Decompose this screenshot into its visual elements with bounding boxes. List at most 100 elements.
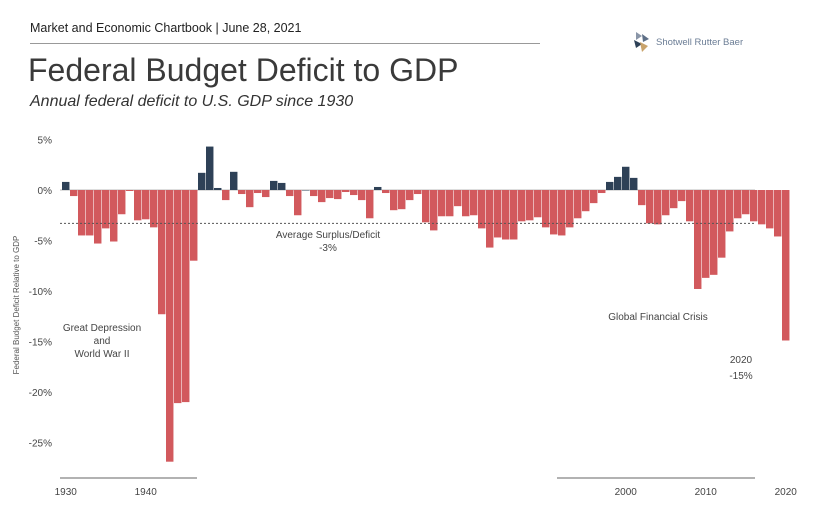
bar-1985: [502, 190, 510, 240]
bar-1967: [358, 190, 366, 201]
bar-1976: [430, 190, 438, 231]
x-tick-label: 1940: [135, 487, 158, 498]
bar-1932: [78, 190, 86, 236]
x-tick-label: 1930: [55, 487, 78, 498]
bar-1938: [126, 190, 134, 192]
gfc-label: Global Financial Crisis: [608, 312, 707, 323]
bar-1946: [190, 190, 198, 261]
bar-1952: [238, 190, 246, 195]
bar-1981: [470, 190, 478, 216]
last-year-label: 2020: [730, 355, 753, 366]
bar-1990: [542, 190, 550, 228]
bar-1943: [166, 190, 174, 462]
bar-2008: [686, 190, 694, 222]
bar-1974: [414, 190, 422, 195]
bar-1987: [518, 190, 526, 222]
bar-1930: [62, 181, 70, 190]
bar-2002: [638, 190, 646, 206]
depression-label-line1: Great Depression: [63, 323, 141, 334]
y-tick-label: -20%: [29, 388, 52, 399]
bar-1977: [438, 190, 446, 217]
depression-label-line3: World War II: [74, 349, 129, 360]
bar-1962: [318, 190, 326, 203]
bar-1936: [110, 190, 118, 242]
bar-1951: [230, 171, 238, 190]
bar-2000: [622, 166, 630, 190]
bar-2005: [662, 190, 670, 216]
bar-1986: [510, 190, 518, 240]
bar-1957: [278, 182, 286, 190]
bar-1979: [454, 190, 462, 207]
bar-1947: [198, 172, 206, 190]
bar-1958: [286, 190, 294, 197]
bar-2011: [710, 190, 718, 275]
bar-1964: [334, 190, 342, 200]
x-tick-label: 2010: [695, 487, 718, 498]
y-tick-label: 5%: [38, 136, 53, 147]
bar-2001: [630, 177, 638, 190]
bar-2007: [678, 190, 686, 202]
bar-2019: [774, 190, 782, 237]
bar-1937: [118, 190, 126, 215]
bar-1955: [262, 190, 270, 198]
bar-1982: [478, 190, 486, 229]
bar-2016: [750, 190, 758, 222]
y-axis-label: Federal Budget Deficit Relative to GDP: [12, 236, 21, 375]
bar-1996: [590, 190, 598, 204]
bar-1972: [398, 190, 406, 210]
bar-1975: [422, 190, 430, 223]
bar-1945: [182, 190, 190, 403]
bar-1949: [214, 187, 222, 190]
bar-2017: [758, 190, 766, 225]
bar-1973: [406, 190, 414, 201]
bar-2006: [670, 190, 678, 209]
bar-1968: [366, 190, 374, 219]
bar-2012: [718, 190, 726, 258]
chartbook-header: Market and Economic Chartbook | June 28,…: [30, 21, 302, 35]
bar-1991: [550, 190, 558, 235]
bar-1954: [254, 190, 262, 194]
bar-1984: [494, 190, 502, 238]
bar-1978: [446, 190, 454, 217]
bar-1948: [206, 146, 214, 190]
y-tick-label: -25%: [29, 439, 52, 450]
logo-text: Shotwell Rutter Baer: [656, 36, 744, 48]
bar-1970: [382, 190, 390, 194]
bar-1998: [606, 181, 614, 190]
bar-1960: [302, 190, 310, 191]
x-tick-label: 2020: [775, 487, 798, 498]
average-label-line1: Average Surplus/Deficit: [276, 230, 381, 241]
bar-1940: [142, 190, 150, 220]
bar-1941: [150, 190, 158, 228]
bar-1988: [526, 190, 534, 221]
bar-1965: [342, 190, 350, 193]
bar-1953: [246, 190, 254, 208]
bar-1992: [558, 190, 566, 236]
header-divider: [30, 43, 540, 44]
y-tick-label: -10%: [29, 287, 52, 298]
bar-1963: [326, 190, 334, 199]
bar-1971: [390, 190, 398, 211]
bar-2015: [742, 190, 750, 215]
bar-2003: [646, 190, 654, 224]
bar-2004: [654, 190, 662, 225]
bar-2014: [734, 190, 742, 219]
bar-1933: [86, 190, 94, 236]
average-label-line2: -3%: [319, 243, 337, 254]
company-logo: Shotwell Rutter Baer: [632, 30, 743, 54]
bar-1961: [310, 190, 318, 197]
x-tick-label: 2000: [615, 487, 638, 498]
bar-2018: [766, 190, 774, 229]
bar-1944: [174, 190, 182, 404]
bar-1989: [534, 190, 542, 218]
bar-1969: [374, 186, 382, 190]
bar-1959: [294, 190, 302, 216]
bar-1994: [574, 190, 582, 219]
bar-2013: [726, 190, 734, 232]
bar-1950: [222, 190, 230, 201]
last-value-label: -15%: [729, 371, 752, 382]
depression-label-line2: and: [94, 336, 111, 347]
bar-1993: [566, 190, 574, 228]
bar-1995: [582, 190, 590, 212]
